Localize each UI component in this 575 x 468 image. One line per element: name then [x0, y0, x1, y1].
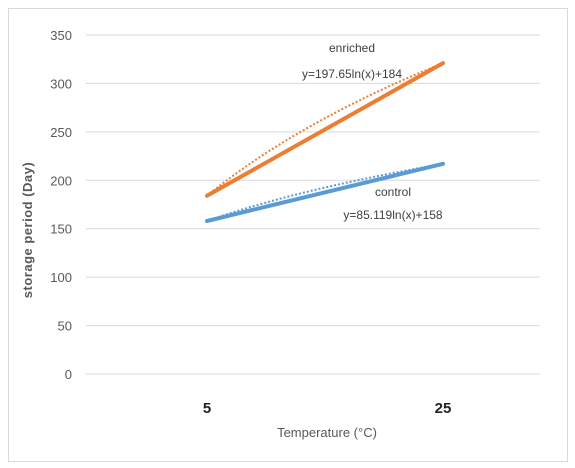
trendlines	[206, 62, 444, 222]
series-lines	[205, 61, 445, 223]
gridlines	[86, 34, 540, 375]
x-tick-label-25: 25	[435, 400, 452, 417]
y-tick-label-50: 50	[58, 319, 72, 334]
series-line-control	[205, 161, 445, 223]
y-tick-label-350: 350	[50, 28, 72, 43]
y-axis-title: storage period (Day)	[20, 162, 35, 298]
series-line-enriched	[205, 61, 445, 198]
y-tick-label-300: 300	[50, 76, 72, 91]
y-tick-labels: 0 50 100 150 200 250 300 350	[50, 28, 72, 382]
y-tick-label-150: 150	[50, 222, 72, 237]
control-trendline-equation: y=85.119ln(x)+158	[343, 208, 443, 222]
trendline-enriched	[206, 62, 444, 197]
x-axis-title: Temperature (°C)	[277, 425, 377, 440]
y-tick-label-0: 0	[65, 367, 72, 382]
y-tick-label-200: 200	[50, 173, 72, 188]
x-tick-label-5: 5	[203, 400, 211, 417]
y-tick-label-250: 250	[50, 125, 72, 140]
trendline-control	[206, 162, 444, 222]
enriched-series-label: enriched	[329, 41, 375, 55]
enriched-trendline-equation: y=197.65ln(x)+184	[302, 67, 402, 81]
y-tick-label-100: 100	[50, 270, 72, 285]
control-series-label: control	[375, 185, 411, 199]
x-tick-labels: 5 25	[203, 400, 452, 417]
